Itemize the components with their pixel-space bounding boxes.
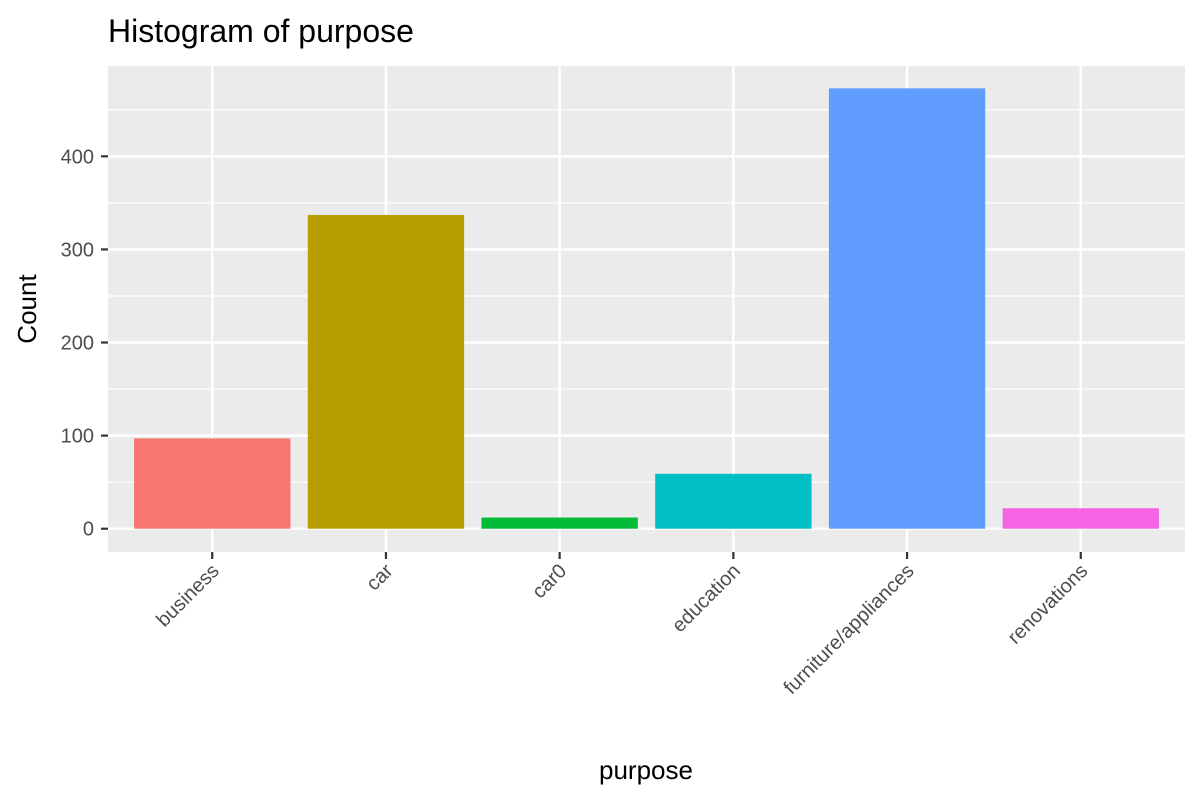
bar-renovations bbox=[1002, 508, 1159, 529]
chart-title: Histogram of purpose bbox=[108, 13, 414, 49]
y-tick-label: 100 bbox=[61, 426, 94, 448]
bar-education bbox=[655, 473, 812, 529]
x-tick-label: car0 bbox=[528, 560, 571, 603]
x-axis: business car car0 education furniture/applia… bbox=[152, 552, 1092, 699]
x-tick-label: education bbox=[668, 560, 745, 637]
y-tick-label: 300 bbox=[61, 239, 94, 261]
bar-car0 bbox=[481, 517, 638, 529]
bar-furniture-appliances bbox=[828, 88, 986, 529]
bar-business bbox=[134, 438, 291, 529]
x-tick-label: car bbox=[362, 560, 397, 595]
bars bbox=[134, 88, 1159, 529]
bar-car bbox=[307, 214, 465, 529]
x-axis-title: purpose bbox=[599, 755, 693, 785]
y-tick-label: 200 bbox=[61, 333, 94, 355]
y-axis-title: Count bbox=[12, 274, 42, 344]
x-tick-label: renovations bbox=[1004, 560, 1093, 649]
x-tick-label: furniture/appliances bbox=[780, 560, 919, 699]
y-tick-label: 400 bbox=[61, 146, 94, 168]
y-axis: 0 100 200 300 400 bbox=[61, 146, 108, 541]
x-tick-label: business bbox=[152, 560, 223, 631]
y-tick-label: 0 bbox=[83, 519, 94, 541]
